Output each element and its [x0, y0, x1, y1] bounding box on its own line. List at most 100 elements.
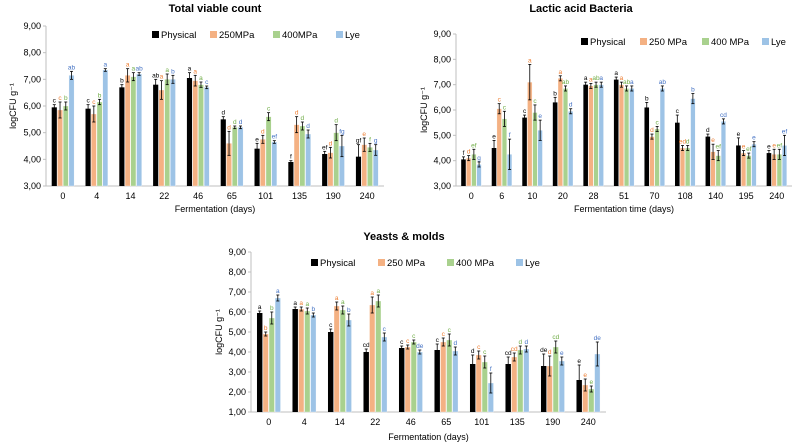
significance-letter: c	[412, 333, 416, 340]
x-tick-label: 4	[94, 191, 99, 201]
bar-lye-22	[170, 79, 176, 187]
bar-lye-14	[136, 73, 142, 187]
bar-physical-135	[288, 162, 294, 186]
chart-ym: Yeasts & molds 1,00 2,00 3,00 4,00 5,00 6,00 7,…	[214, 231, 606, 442]
y-tick-label: 9,00	[23, 21, 41, 31]
bar-400mpa-46	[198, 84, 204, 187]
chart-title: Total viable count	[169, 3, 262, 15]
significance-letter: c	[383, 326, 387, 333]
bar-lye-108	[690, 98, 696, 187]
bar-lye-0	[274, 297, 281, 413]
significance-letter: d	[569, 102, 573, 109]
significance-letter: c	[267, 106, 271, 113]
bar-400mpa-20	[563, 88, 568, 187]
significance-letter: e	[742, 144, 746, 151]
x-axis-label: Fermentation (days)	[388, 432, 469, 442]
significance-letter: c	[448, 327, 452, 334]
bar-lye-4	[102, 69, 109, 187]
significance-letter: a	[370, 290, 374, 297]
significance-letter: c	[92, 99, 96, 106]
significance-letter: gf	[356, 138, 362, 145]
bar-250mpa-101	[260, 139, 266, 187]
bar-400mpa-14	[130, 76, 137, 187]
legend-swatch-lye	[516, 259, 523, 266]
y-tick-label: 1,00	[228, 407, 246, 417]
significance-letter: d	[221, 110, 225, 117]
significance-letter: f	[369, 136, 371, 143]
bar-400mpa-240	[367, 147, 373, 187]
bar-250mpa-135	[293, 124, 300, 187]
significance-letter: d	[334, 118, 338, 125]
significance-letter: f	[290, 154, 292, 161]
bar-lye-140	[720, 121, 726, 187]
significance-letter: a	[104, 62, 108, 69]
bar-250mpa-4	[298, 308, 305, 413]
bar-physical-0	[256, 313, 263, 412]
significance-letter: c	[523, 108, 527, 115]
significance-letter: e	[767, 144, 771, 151]
legend-label-lye: Lye	[771, 37, 786, 48]
bar-250mpa-51	[618, 84, 624, 187]
y-tick-label: 2,00	[228, 387, 246, 397]
significance-letter: e	[752, 135, 756, 142]
bar-250mpa-135	[511, 356, 518, 413]
bar-physical-101	[254, 148, 260, 186]
bar-400mpa-28	[593, 84, 599, 187]
bar-physical-65	[434, 350, 440, 412]
bar-400mpa-4	[304, 310, 311, 413]
bar-400mpa-22	[164, 79, 170, 187]
significance-letter: g	[477, 155, 481, 162]
bar-lye-51	[629, 88, 635, 187]
legend-swatch-250mpa	[210, 31, 217, 38]
significance-letter: ab	[592, 75, 600, 82]
x-tick-label: 135	[510, 417, 525, 427]
x-axis-label: Fermentation time (days)	[574, 204, 674, 214]
significance-letter: a	[276, 288, 280, 295]
bar-250mpa-6	[496, 108, 502, 187]
x-tick-label: 240	[581, 417, 596, 427]
x-tick-label: 135	[292, 191, 307, 201]
significance-letter: a	[293, 300, 297, 307]
bar-lye-46	[416, 351, 423, 413]
legend-swatch-physical	[152, 31, 159, 38]
bar-400mpa-0	[63, 105, 69, 187]
significance-letter: e	[560, 350, 564, 357]
significance-letter: b	[98, 92, 102, 99]
bar-physical-20	[552, 102, 558, 186]
bar-250mpa-0	[57, 109, 63, 187]
significance-letter: ef	[746, 146, 752, 153]
significance-letter: ab	[623, 79, 631, 86]
bar-400mpa-6	[501, 118, 507, 187]
x-tick-label: 70	[650, 191, 660, 201]
significance-letter: b	[120, 78, 124, 85]
significance-letter: a	[299, 300, 303, 307]
significance-letter: c	[477, 344, 481, 351]
legend-label-lye: Lye	[345, 30, 360, 41]
legend-label-physical: Physical	[590, 37, 625, 48]
bar-physical-46	[186, 78, 193, 186]
significance-letter: a	[620, 75, 624, 82]
significance-letter: d	[239, 119, 243, 126]
significance-letter: e	[577, 358, 581, 365]
significance-letter: ed	[679, 138, 687, 145]
legend-label-250mpa: 250MPa	[219, 30, 255, 41]
x-tick-label: 51	[619, 191, 629, 201]
significance-letter: b	[645, 95, 649, 102]
chart-tvc: Total viable count 3,00 4,00 5,00 6,00 7,00 8,…	[8, 3, 384, 214]
significance-letter: d	[261, 128, 265, 135]
significance-letter: d	[706, 127, 710, 134]
bar-physical-190	[540, 366, 547, 412]
significance-letter: f	[463, 150, 465, 157]
bar-physical-22	[153, 84, 159, 186]
significance-letter: d	[686, 138, 690, 145]
bar-physical-140	[705, 136, 711, 186]
significance-letter: e	[589, 379, 593, 386]
significance-letter: ef	[782, 128, 788, 135]
x-tick-label: 28	[588, 191, 598, 201]
significance-letter: c	[406, 338, 410, 345]
bar-400mpa-135	[299, 125, 306, 187]
bar-250mpa-0	[262, 333, 269, 413]
bar-physical-22	[363, 352, 369, 412]
significance-letter: a	[165, 67, 169, 74]
